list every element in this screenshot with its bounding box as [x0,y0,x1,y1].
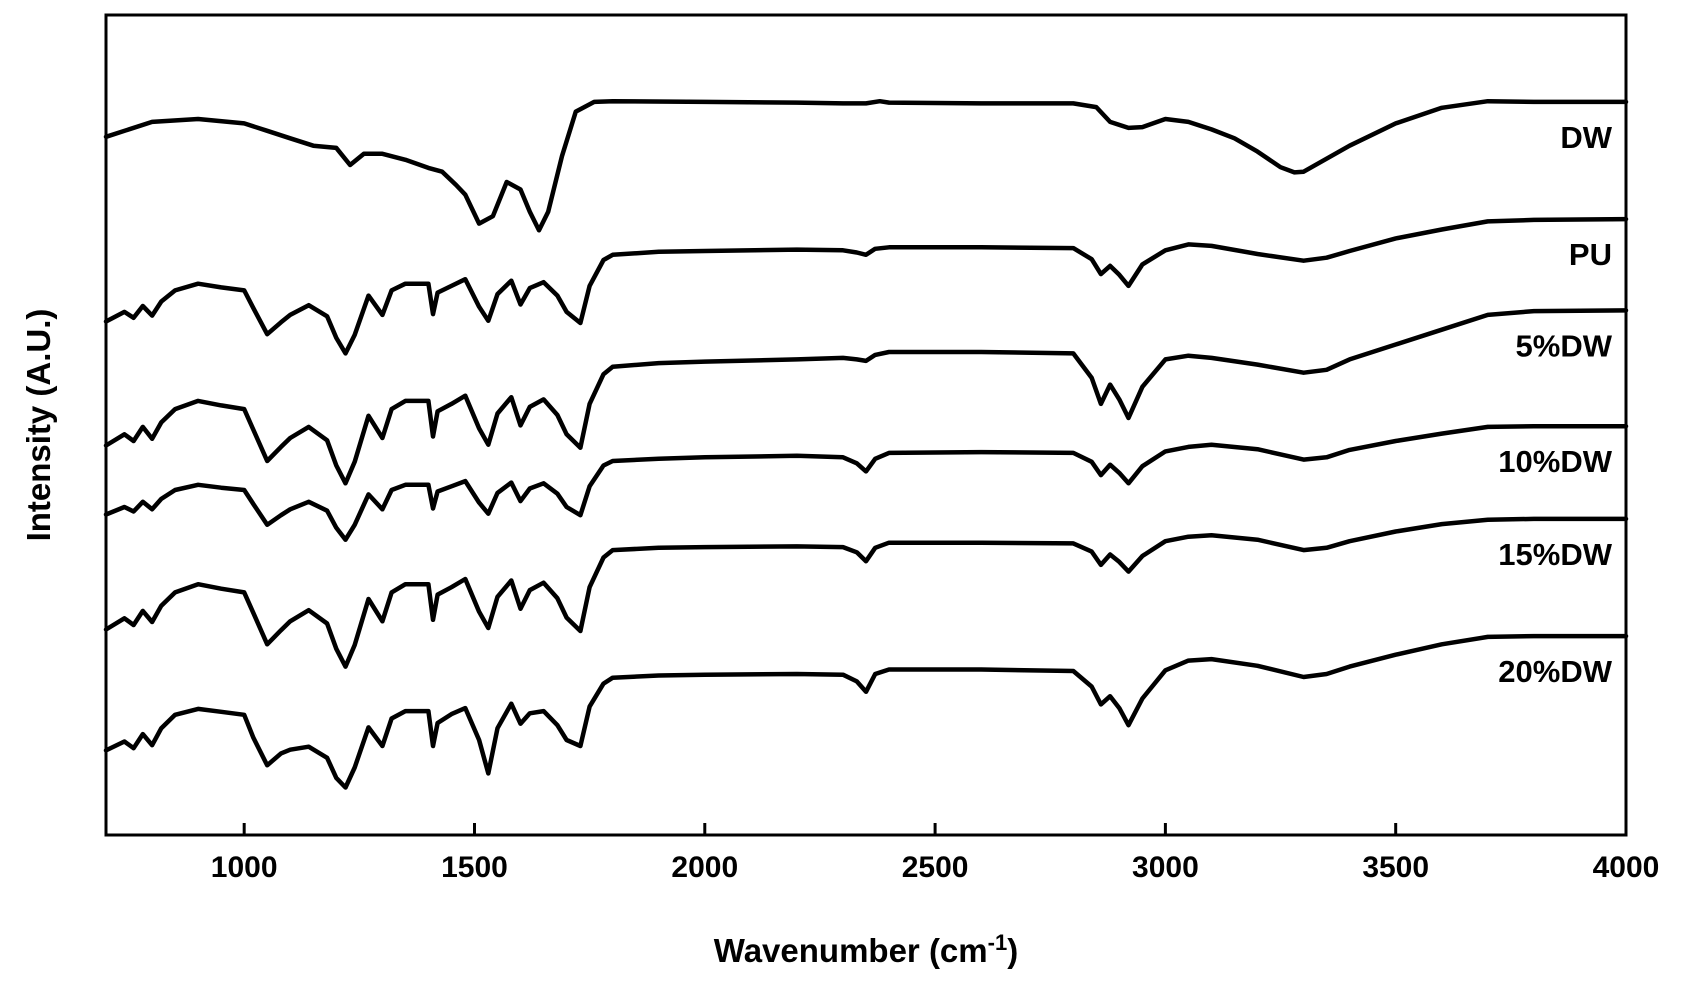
x-tick-label-1000: 1000 [211,851,278,884]
series-label-pu: PU [1569,237,1612,272]
series-label-20-dw: 20%DW [1498,654,1612,689]
x-tick-label-2000: 2000 [671,851,738,884]
y-axis-label: Intensity (A.U.) [20,309,57,542]
series-label-10-dw: 10%DW [1498,444,1612,479]
series-line-5-dw [103,308,1629,486]
x-tick-label-3500: 3500 [1362,851,1429,884]
x-axis-label-superscript: -1 [988,930,1008,955]
x-tick-group: 1000 1500 2000 2500 3000 3500 4000 [211,823,1660,884]
series-line-15-dw [103,516,1629,669]
series-line-20-dw [103,633,1629,790]
x-axis-label: Wavenumber (cm-1) [714,930,1018,969]
x-axis-label-main: Wavenumber (cm [714,932,988,969]
x-axis-label-suffix: ) [1007,932,1018,969]
series-label-dw: DW [1560,120,1612,155]
x-tick-label-4000: 4000 [1593,851,1660,884]
x-tick-label-3000: 3000 [1132,851,1199,884]
series-label-group: DW PU 5%DW 10%DW 15%DW 20%DW [1498,120,1612,689]
series-line-pu [103,216,1629,356]
series-group [103,98,1629,790]
series-label-5-dw: 5%DW [1516,328,1613,363]
plot-frame [104,13,1628,837]
series-line-dw [103,98,1629,233]
series-line-10-dw [103,423,1629,542]
x-tick-label-1500: 1500 [441,851,508,884]
x-tick-label-2500: 2500 [902,851,969,884]
series-label-15-dw: 15%DW [1498,537,1612,572]
